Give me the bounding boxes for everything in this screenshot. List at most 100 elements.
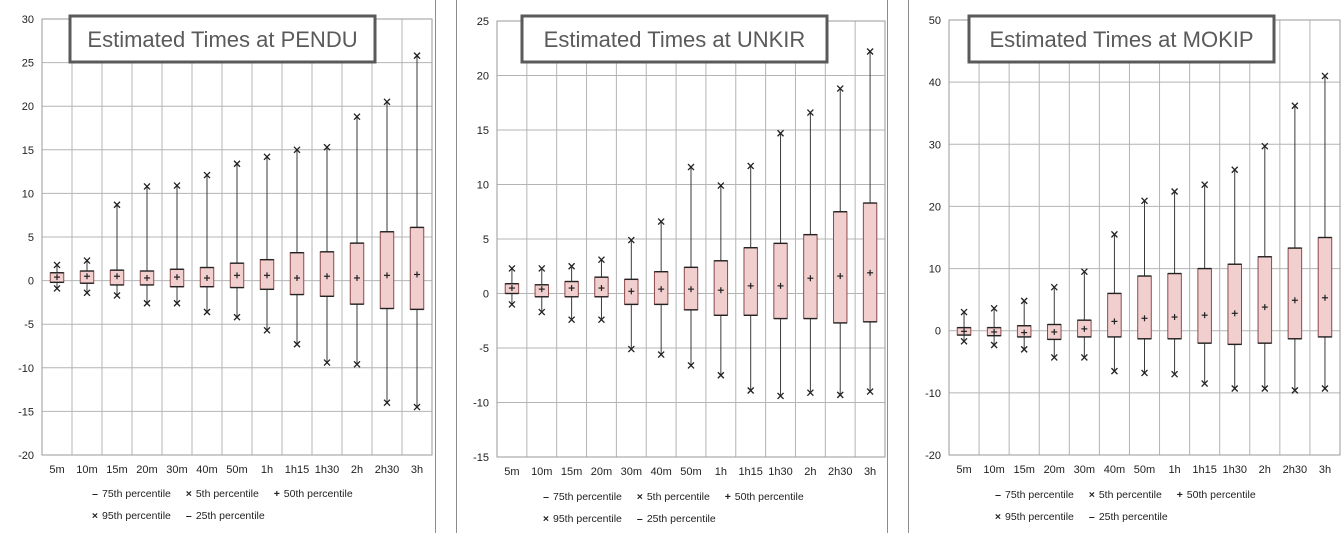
p5-mark-stroke bbox=[263, 326, 271, 334]
legend-p75: 75th percentile bbox=[1005, 489, 1074, 501]
p95-mark-stroke bbox=[263, 153, 271, 161]
p5-mark-stroke bbox=[717, 371, 725, 379]
y-tick-label: 20 bbox=[22, 101, 34, 113]
p5-mark-stroke bbox=[806, 389, 814, 397]
p95-mark-stroke bbox=[627, 236, 635, 244]
p95-mark-stroke bbox=[203, 171, 211, 179]
chart-pendu: -20 -15 -10 -5 0 5 10 15 20 25 30 5m 10m 15m 20m 30m 40m… bbox=[18, 14, 433, 476]
p95-mark-stroke bbox=[113, 201, 121, 209]
x-tick-label: 2h bbox=[351, 464, 363, 476]
box-iqr bbox=[1107, 292, 1122, 338]
p95-mark-stroke bbox=[353, 113, 361, 121]
p95-mark bbox=[627, 236, 635, 244]
p95-mark bbox=[866, 48, 874, 55]
x-tick-label: 40m bbox=[1104, 464, 1125, 476]
box-iqr bbox=[1317, 237, 1333, 338]
x-tick-label: 2h bbox=[804, 466, 816, 478]
p95-mark-stroke bbox=[747, 162, 755, 170]
p75-legend-icon: – bbox=[995, 489, 1001, 501]
p95-legend-icon: × bbox=[994, 511, 1002, 523]
p5-mark bbox=[1171, 370, 1179, 378]
p95-mark-stroke bbox=[598, 256, 605, 264]
p5-mark-stroke bbox=[353, 360, 361, 368]
p5-mark-stroke bbox=[413, 403, 421, 411]
p5-mark-stroke bbox=[1261, 385, 1269, 392]
p95-mark-stroke bbox=[1261, 142, 1269, 150]
p95-mark-stroke bbox=[1110, 230, 1118, 238]
box-iqr bbox=[1167, 273, 1182, 340]
x-tick-label: 5m bbox=[504, 466, 519, 478]
p5-mark-stroke bbox=[538, 308, 546, 316]
legend-p50: 50th percentile bbox=[1186, 489, 1256, 501]
x-tick-label: 50m bbox=[680, 466, 701, 478]
p5-mark bbox=[1261, 385, 1269, 392]
p5-mark bbox=[1141, 369, 1148, 377]
chart-title: Estimated Times at UNKIR bbox=[544, 27, 806, 52]
p5-mark-stroke bbox=[627, 345, 635, 353]
p95-mark-stroke bbox=[538, 264, 546, 272]
p95-mark bbox=[1231, 166, 1239, 174]
p95-mark bbox=[113, 201, 121, 209]
p5-mark bbox=[1020, 345, 1028, 353]
legend-p50: 50th percentile bbox=[283, 488, 353, 500]
p5-mark bbox=[747, 387, 755, 394]
box-iqr bbox=[1227, 263, 1242, 345]
p5-mark bbox=[383, 399, 391, 407]
p95-mark-stroke bbox=[1171, 188, 1179, 195]
x-tick-label: 2h30 bbox=[375, 464, 399, 476]
p25-legend-icon: – bbox=[1088, 511, 1095, 523]
legend-p95: 95th percentile bbox=[102, 510, 171, 522]
chart-panel-mokip: -20 -10 0 10 20 30 40 50 5m 10m 15m 20m 30m 40m 50m 1h 1… bbox=[908, 0, 1343, 533]
x-tick-label: 10m bbox=[531, 466, 552, 478]
legend-p75: 75th percentile bbox=[102, 488, 171, 500]
y-tick-label: 0 bbox=[28, 276, 34, 288]
p95-mark-stroke bbox=[293, 146, 301, 154]
box-iqr bbox=[862, 202, 878, 323]
y-tick-label: 0 bbox=[483, 289, 489, 301]
p95-mark-stroke bbox=[806, 109, 814, 117]
x-tick-label: 30m bbox=[621, 466, 642, 478]
p5-mark bbox=[1110, 367, 1118, 375]
p95-mark bbox=[323, 143, 331, 151]
p5-mark-stroke bbox=[53, 284, 61, 292]
p5-mark bbox=[233, 313, 241, 321]
p95-mark-stroke bbox=[508, 264, 516, 272]
legend-p95: 95th percentile bbox=[553, 513, 622, 525]
y-tick-label: -5 bbox=[479, 343, 489, 355]
y-tick-label: -10 bbox=[925, 388, 941, 400]
p5-mark-stroke bbox=[990, 341, 998, 349]
p5-mark-stroke bbox=[143, 299, 151, 307]
y-tick-label: 10 bbox=[929, 264, 941, 276]
p95-mark bbox=[293, 146, 301, 154]
p95-mark-stroke bbox=[143, 182, 151, 190]
p95-mark bbox=[203, 171, 211, 179]
box-iqr bbox=[289, 252, 305, 296]
x-tick-label: 15m bbox=[1013, 464, 1034, 476]
y-tick-label: 40 bbox=[929, 77, 941, 89]
p5-mark bbox=[1291, 386, 1299, 394]
x-tick-label: 2h bbox=[1259, 464, 1271, 476]
box-iqr bbox=[1197, 268, 1212, 344]
p50-legend-icon: + bbox=[1176, 489, 1183, 501]
p5-mark-stroke bbox=[1110, 367, 1118, 375]
y-tick-label: 15 bbox=[22, 145, 34, 157]
p95-mark bbox=[717, 182, 725, 190]
p95-mark bbox=[353, 113, 361, 121]
p95-mark bbox=[806, 109, 814, 117]
p95-mark-stroke bbox=[1201, 181, 1209, 189]
p5-mark-stroke bbox=[836, 391, 844, 399]
legend-p25: 25th percentile bbox=[646, 513, 716, 525]
p50-legend-icon: + bbox=[724, 491, 731, 503]
p5-mark-stroke bbox=[293, 340, 301, 348]
x-tick-label: 10m bbox=[983, 464, 1004, 476]
p5-mark-stroke bbox=[83, 289, 91, 297]
x-tick-label: 20m bbox=[591, 466, 612, 478]
legend-p50: 50th percentile bbox=[734, 491, 804, 503]
p5-mark bbox=[1080, 353, 1088, 361]
x-tick-label: 30m bbox=[166, 464, 187, 476]
p95-mark bbox=[1110, 230, 1118, 238]
p95-mark bbox=[143, 182, 151, 190]
y-tick-label: -20 bbox=[925, 450, 941, 462]
box-iqr bbox=[743, 247, 758, 316]
p95-mark-stroke bbox=[383, 98, 391, 106]
